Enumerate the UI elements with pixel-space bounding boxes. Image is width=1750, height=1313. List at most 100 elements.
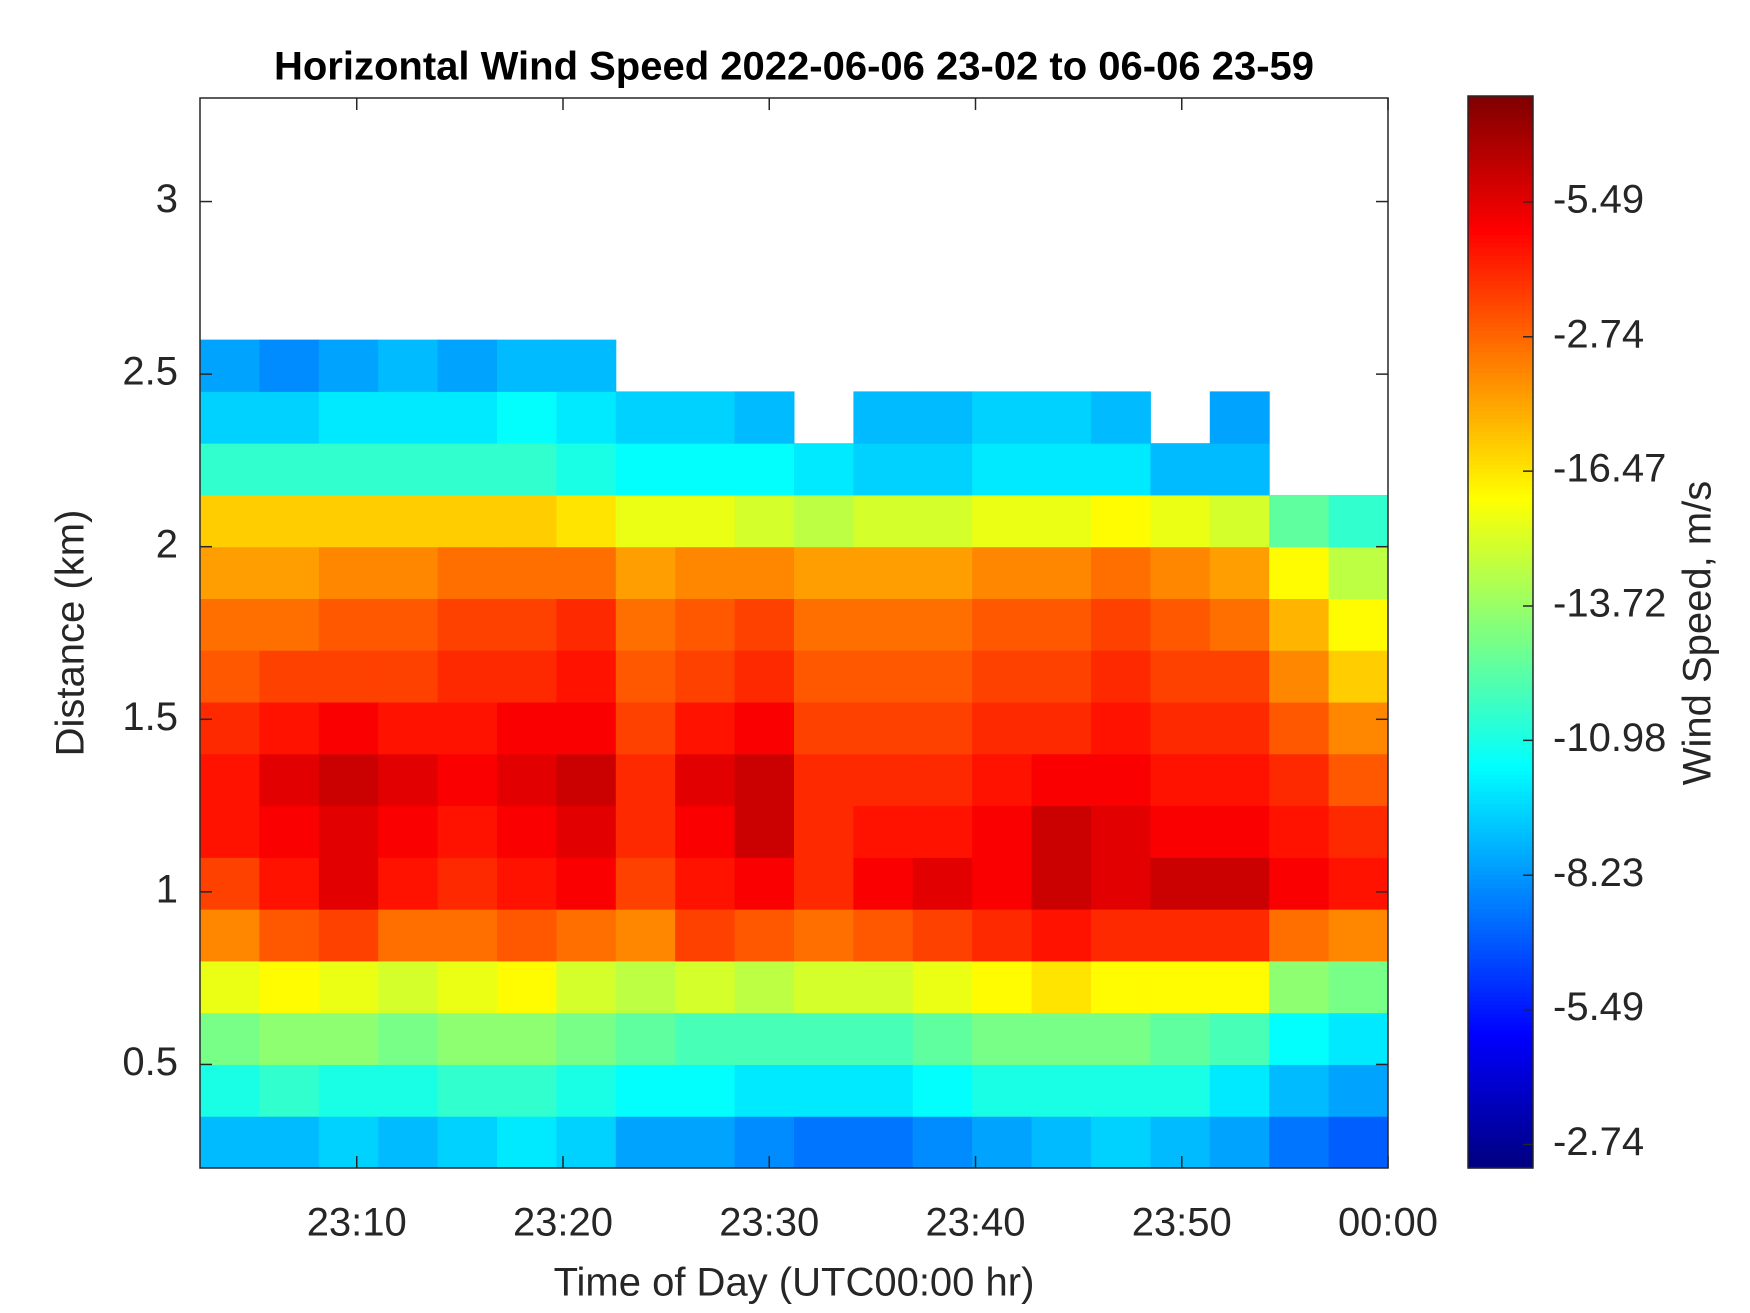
heat-cell bbox=[1031, 909, 1092, 962]
heat-cell bbox=[1150, 805, 1211, 858]
colorbar-swatch bbox=[1468, 858, 1533, 863]
colorbar-swatch bbox=[1468, 1042, 1533, 1048]
colorbar-swatch bbox=[1468, 531, 1533, 537]
colorbar-swatch bbox=[1468, 481, 1533, 487]
colorbar-swatch bbox=[1468, 908, 1533, 914]
heat-cell bbox=[853, 1064, 914, 1117]
heat-cell bbox=[1091, 702, 1151, 755]
colorbar-swatch bbox=[1468, 611, 1533, 616]
heat-cell bbox=[1031, 857, 1092, 910]
colorbar-swatch bbox=[1468, 330, 1533, 336]
colorbar-swatch bbox=[1468, 569, 1533, 574]
heat-cell bbox=[1031, 1012, 1092, 1065]
colorbar-swatch bbox=[1468, 602, 1533, 608]
colorbar-swatch bbox=[1468, 125, 1533, 131]
colorbar-swatch bbox=[1468, 669, 1533, 675]
heat-cell bbox=[378, 339, 439, 392]
colorbar-swatch bbox=[1468, 100, 1533, 105]
colorbar-swatch bbox=[1468, 506, 1533, 512]
heat-cell bbox=[497, 494, 557, 548]
heat-cell bbox=[259, 753, 320, 807]
heat-cell bbox=[556, 702, 617, 755]
heat-cell bbox=[318, 753, 379, 807]
colorbar-tick-label: -5.49 bbox=[1553, 985, 1644, 1029]
colorbar-swatch bbox=[1468, 782, 1533, 788]
heat-cell bbox=[615, 1012, 676, 1065]
heat-cell bbox=[259, 857, 320, 910]
colorbar-swatch bbox=[1468, 565, 1533, 570]
colorbar-swatch bbox=[1468, 1096, 1533, 1102]
heat-cell bbox=[912, 598, 973, 651]
colorbar-swatch bbox=[1468, 1025, 1533, 1031]
heat-cell bbox=[615, 909, 676, 962]
colorbar-swatch bbox=[1468, 657, 1533, 662]
heat-cell bbox=[1150, 909, 1211, 962]
heat-cell bbox=[259, 650, 320, 703]
heat-cell bbox=[318, 1064, 379, 1117]
colorbar-swatch bbox=[1468, 158, 1533, 164]
heat-cell bbox=[794, 857, 854, 910]
heat-cell bbox=[972, 753, 1033, 807]
heat-cell bbox=[437, 391, 498, 444]
colorbar-swatch bbox=[1468, 422, 1533, 428]
heat-cell bbox=[853, 909, 914, 962]
heat-cell bbox=[1328, 1116, 1389, 1169]
heat-cell bbox=[1209, 1116, 1270, 1169]
heat-cell bbox=[615, 753, 676, 807]
colorbar-swatch bbox=[1468, 992, 1533, 997]
heat-cell bbox=[1091, 753, 1151, 807]
colorbar-swatch bbox=[1468, 795, 1533, 801]
colorbar-swatch bbox=[1468, 719, 1533, 725]
heat-cell bbox=[912, 960, 973, 1014]
heat-cell bbox=[1031, 546, 1092, 599]
heat-cell bbox=[734, 443, 795, 496]
heat-cell bbox=[1091, 805, 1151, 858]
heat-cell bbox=[615, 546, 676, 599]
colorbar-swatch bbox=[1468, 1092, 1533, 1098]
heat-cell bbox=[1150, 1116, 1211, 1169]
heat-cell bbox=[1209, 1064, 1270, 1117]
heat-cell bbox=[972, 1012, 1033, 1065]
heat-cell bbox=[1209, 494, 1270, 548]
colorbar-swatch bbox=[1468, 715, 1533, 721]
colorbar-swatch bbox=[1468, 946, 1533, 951]
heat-cell bbox=[615, 960, 676, 1014]
colorbar-swatch bbox=[1468, 803, 1533, 809]
colorbar-swatch bbox=[1468, 1147, 1533, 1152]
heat-cell bbox=[972, 805, 1033, 858]
heat-cell bbox=[734, 1012, 795, 1065]
heat-cell bbox=[497, 702, 557, 755]
heat-cell bbox=[794, 702, 854, 755]
heat-cell bbox=[912, 443, 973, 496]
colorbar-swatch bbox=[1468, 967, 1533, 972]
colorbar-swatch bbox=[1468, 322, 1533, 327]
colorbar-swatch bbox=[1468, 950, 1533, 956]
colorbar-swatch bbox=[1468, 192, 1533, 198]
colorbar-swatch bbox=[1468, 912, 1533, 918]
colorbar-swatch bbox=[1468, 410, 1533, 415]
colorbar-swatch bbox=[1468, 397, 1533, 403]
colorbar-tick-label: -5.49 bbox=[1553, 177, 1644, 221]
colorbar-swatch bbox=[1468, 987, 1533, 993]
colorbar-swatch bbox=[1468, 598, 1533, 604]
x-tick-label: 23:20 bbox=[513, 1201, 613, 1245]
heat-cell bbox=[497, 598, 557, 651]
colorbar-swatch bbox=[1468, 502, 1533, 507]
heat-cell bbox=[556, 857, 617, 910]
heat-cell bbox=[912, 391, 973, 444]
heat-cell bbox=[1091, 909, 1151, 962]
colorbar-swatch bbox=[1468, 221, 1533, 227]
heat-cell bbox=[437, 339, 498, 392]
colorbar-swatch bbox=[1468, 334, 1533, 340]
heat-cell bbox=[318, 857, 379, 910]
heat-cell bbox=[734, 909, 795, 962]
heat-cell bbox=[912, 753, 973, 807]
heat-cell bbox=[1328, 702, 1389, 755]
colorbar-swatch bbox=[1468, 297, 1533, 302]
colorbar-swatch bbox=[1468, 431, 1533, 436]
colorbar-swatch bbox=[1468, 1117, 1533, 1123]
colorbar-swatch bbox=[1468, 112, 1533, 118]
x-tick-label: 00:00 bbox=[1338, 1201, 1438, 1245]
heat-cell bbox=[1209, 546, 1270, 599]
heat-cell bbox=[853, 546, 914, 599]
